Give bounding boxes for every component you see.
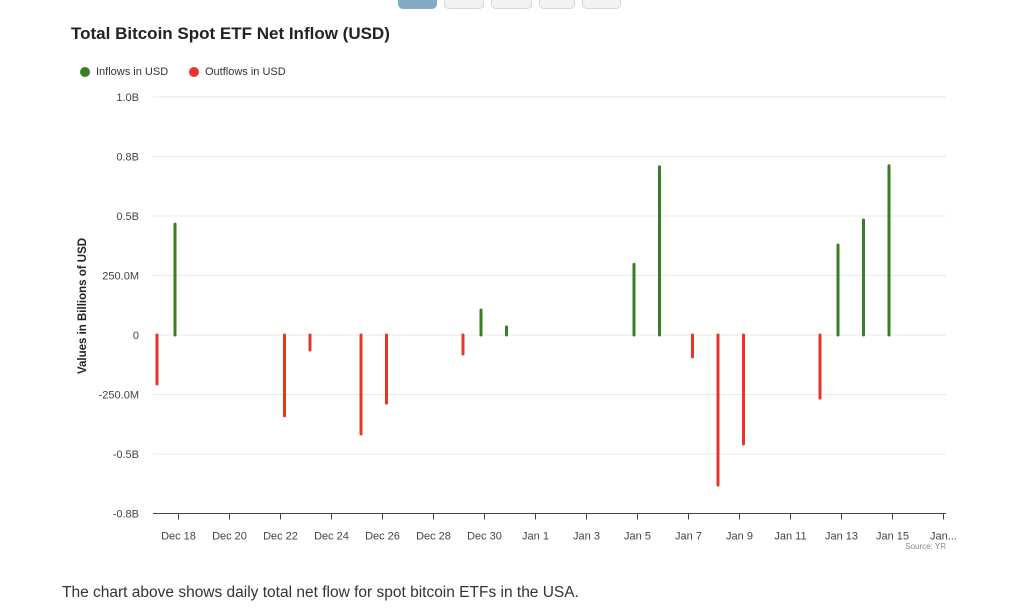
source-note: Source: YR: [905, 542, 946, 551]
x-tick-label: Dec 20: [212, 531, 247, 543]
x-tick-label: Dec 24: [314, 531, 349, 543]
x-tick-label: Jan 5: [624, 531, 651, 543]
y-tick-label: 0: [133, 330, 139, 342]
legend-outflows[interactable]: Outflows in USD: [189, 66, 286, 78]
chart-tab-4[interactable]: [539, 0, 575, 9]
x-tick-label: Jan 1: [522, 531, 549, 543]
x-tick-label: Dec 18: [161, 531, 196, 543]
chart-tab-1[interactable]: [398, 0, 437, 9]
chart-title: Total Bitcoin Spot ETF Net Inflow (USD): [71, 24, 390, 43]
y-tick-label: 0.8B: [116, 152, 139, 164]
y-tick-label: -0.8B: [113, 509, 139, 521]
x-tick-label: Jan 7: [675, 531, 702, 543]
legend-outflows-label: Outflows in USD: [205, 66, 286, 78]
x-tick-label: Jan 9: [726, 531, 753, 543]
y-tick-label: 0.5B: [116, 211, 139, 223]
x-tick-label: Jan...: [930, 531, 957, 543]
chart-tab-3[interactable]: [491, 0, 532, 9]
y-tick-label: 1.0B: [116, 92, 139, 104]
x-tick-label: Jan 15: [876, 531, 909, 543]
y-axis-label: Values in Billions of USD: [77, 238, 89, 374]
x-tick-label: Dec 22: [263, 531, 298, 543]
x-tick-label: Dec 26: [365, 531, 400, 543]
outflow-dot-icon: [189, 67, 199, 77]
x-tick-label: Jan 13: [825, 531, 858, 543]
y-tick-label: 250.0M: [102, 271, 139, 283]
inflow-dot-icon: [80, 67, 90, 77]
legend-inflows[interactable]: Inflows in USD: [80, 66, 168, 78]
chart-tab-5[interactable]: [582, 0, 621, 9]
legend-inflows-label: Inflows in USD: [96, 66, 169, 78]
x-tick-label: Dec 28: [416, 531, 451, 543]
x-tick-label: Jan 11: [774, 531, 806, 543]
chart-tab-2[interactable]: [444, 0, 484, 9]
x-tick-label: Dec 30: [467, 531, 502, 543]
chart-caption: The chart above shows daily total net fl…: [62, 584, 579, 601]
x-tick-label: Jan 3: [573, 531, 600, 543]
y-tick-label: -0.5B: [113, 449, 139, 461]
y-tick-label: -250.0M: [99, 390, 139, 402]
